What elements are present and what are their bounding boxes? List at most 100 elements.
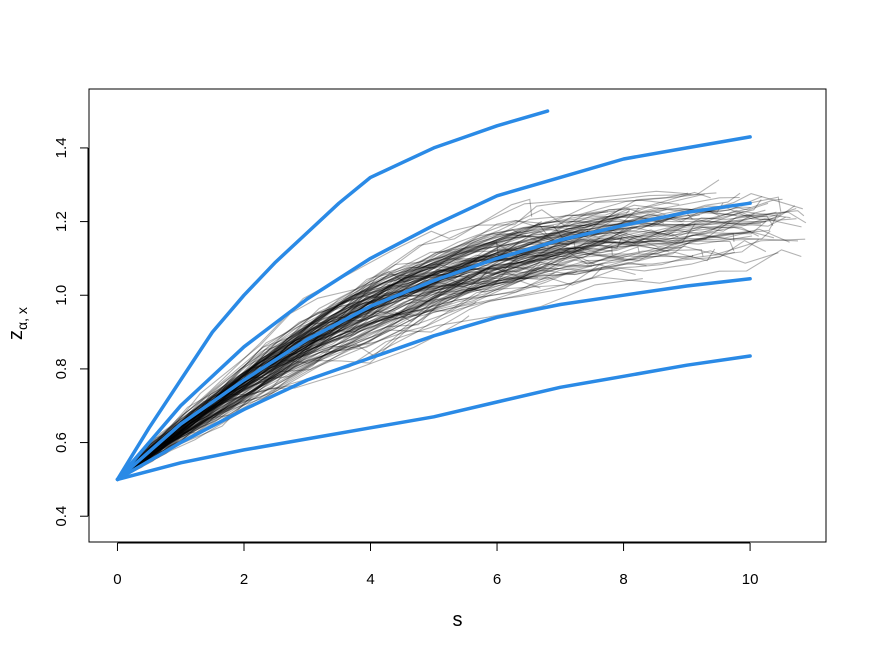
sample-path	[117, 237, 799, 480]
x-tick-label: 6	[493, 571, 501, 588]
sample-path	[117, 206, 751, 480]
sample-path	[117, 230, 751, 480]
sample-path	[117, 249, 704, 480]
sample-path	[117, 205, 796, 480]
sample-path	[117, 207, 720, 480]
sample-path	[117, 191, 711, 480]
highlight-curve	[115, 201, 752, 482]
sample-path	[117, 190, 692, 480]
highlighted-curves	[115, 109, 752, 482]
sample-path	[117, 277, 529, 480]
sample-path	[117, 192, 689, 480]
sample-path	[117, 232, 679, 480]
sample-path	[117, 273, 470, 480]
sample-path	[117, 251, 560, 480]
sample-path	[117, 276, 538, 480]
sample-path	[117, 215, 774, 480]
y-tick-label: 1.4	[53, 137, 70, 158]
sample-path	[117, 265, 538, 480]
sample-path	[117, 270, 578, 480]
y-axis-title: zα, x	[5, 307, 30, 340]
sample-path	[117, 261, 541, 480]
x-axis: 0 2 4 6 8 10	[113, 542, 758, 588]
sample-path	[117, 214, 778, 480]
y-tick-label: 0.8	[53, 358, 70, 379]
sample-path	[117, 239, 767, 480]
highlight-curve	[115, 276, 752, 482]
sample-path	[117, 249, 585, 480]
sample-path	[117, 249, 802, 480]
sample-path	[117, 223, 696, 480]
y-tick-label: 0.6	[53, 432, 70, 453]
sample-path	[117, 260, 478, 480]
sample-path	[117, 196, 782, 480]
sample-path	[117, 262, 647, 480]
sample-path	[117, 210, 791, 480]
sample-path	[117, 251, 736, 480]
x-tick-label: 8	[619, 571, 627, 588]
y-tick-label: 1.2	[53, 211, 70, 232]
sample-path	[117, 315, 470, 480]
sample-path	[117, 243, 510, 480]
sample-path	[117, 230, 521, 480]
y-tick-label: 1.0	[53, 285, 70, 306]
sample-path	[117, 211, 609, 480]
sample-path	[117, 229, 632, 480]
sample-path	[117, 212, 690, 480]
sample-path	[117, 204, 797, 480]
sample-path	[117, 247, 612, 480]
highlight-curve	[115, 109, 550, 482]
sample-path	[117, 179, 720, 480]
sample-path	[117, 221, 542, 480]
sample-path	[117, 228, 790, 480]
sample-path	[117, 211, 777, 480]
sample-path	[117, 229, 660, 480]
sample-path	[117, 226, 759, 480]
sample-path	[117, 276, 476, 480]
y-axis-title-main: z	[5, 330, 27, 340]
plot-frame	[88, 88, 827, 543]
sample-path	[117, 209, 766, 480]
sample-path	[117, 237, 601, 480]
sample-path	[117, 301, 477, 480]
sample-path	[117, 210, 805, 480]
sample-path	[117, 247, 682, 480]
sample-path	[117, 235, 614, 480]
sample-path	[117, 261, 595, 480]
sample-path	[117, 242, 496, 480]
sample-path	[117, 267, 603, 480]
sample-path	[117, 248, 716, 480]
sample-path	[117, 222, 548, 480]
highlight-curve	[115, 135, 752, 482]
x-tick-label: 2	[240, 571, 248, 588]
sample-path	[117, 229, 771, 480]
y-axis-title-subscript: α, x	[14, 307, 30, 330]
x-axis-title: s	[453, 609, 463, 631]
sample-path	[117, 198, 533, 480]
sample-path	[117, 193, 705, 480]
sample-path	[117, 202, 724, 480]
sample-path	[117, 208, 737, 480]
sample-path	[117, 267, 547, 480]
sample-path	[117, 199, 680, 480]
sample-path	[117, 210, 616, 480]
sample-path	[117, 211, 630, 480]
sample-path	[117, 238, 806, 480]
y-axis: 0.4 0.6 0.8 1.0 1.2 1.4	[53, 137, 89, 527]
sample-path	[117, 234, 589, 480]
sample-path	[117, 208, 667, 480]
sample-path	[117, 246, 640, 480]
sample-path	[117, 207, 777, 480]
sample-path	[117, 280, 541, 480]
sample-path	[117, 246, 613, 480]
sample-paths	[117, 179, 807, 480]
sample-path	[117, 240, 499, 480]
sample-path	[117, 249, 624, 480]
sample-path	[117, 239, 759, 480]
highlight-curve	[115, 354, 752, 482]
sample-path	[117, 254, 694, 480]
sample-path	[117, 220, 767, 480]
sample-path	[117, 237, 670, 480]
sample-path	[117, 240, 735, 480]
